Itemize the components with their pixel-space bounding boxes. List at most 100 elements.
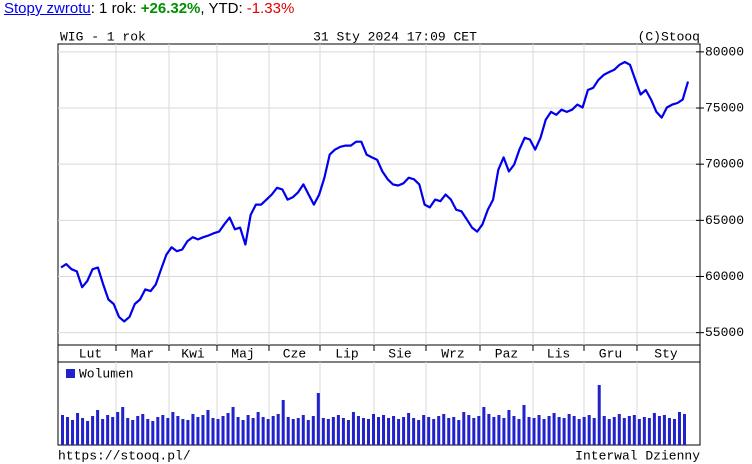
- volume-bar: [351, 412, 355, 445]
- y-tick-label: 60000: [705, 269, 744, 284]
- volume-bar: [482, 407, 486, 445]
- volume-bar: [607, 419, 611, 445]
- price-line: [60, 60, 690, 323]
- volume-bar: [592, 418, 596, 445]
- volume-bar: [121, 407, 125, 445]
- volume-bar: [527, 417, 531, 445]
- volume-bar: [582, 417, 586, 445]
- volume-bar: [397, 419, 401, 445]
- volume-bar: [61, 415, 65, 445]
- volume-bar: [472, 418, 476, 445]
- volume-bar: [196, 417, 200, 445]
- volume-bar: [617, 414, 621, 445]
- volume-bar: [487, 414, 491, 445]
- volume-bar: [291, 419, 295, 445]
- volume-bar: [392, 416, 396, 445]
- volume-bar: [181, 419, 185, 445]
- volume-bar: [96, 410, 100, 445]
- volume-bar: [627, 416, 631, 445]
- volume-bar: [667, 418, 671, 445]
- credit: (C)Stooq: [638, 29, 700, 44]
- volume-bar: [677, 412, 681, 445]
- legend-swatch: [66, 369, 75, 378]
- volume-bar: [71, 420, 75, 445]
- volume-bar: [191, 414, 195, 445]
- volume-bar: [331, 417, 335, 445]
- volume-bar: [66, 417, 70, 445]
- volume-bar: [236, 417, 240, 445]
- volume-bar: [231, 407, 235, 445]
- volume-bar: [502, 418, 506, 445]
- volume-bar: [326, 419, 330, 445]
- volume-bar: [91, 416, 95, 445]
- volume-bar: [366, 419, 370, 445]
- volume-bar: [286, 417, 290, 445]
- value-ytd: -1.33%: [246, 0, 295, 17]
- chart-title: WIG - 1 rok: [60, 29, 146, 44]
- volume-bar: [371, 414, 376, 445]
- volume-bar: [141, 414, 145, 445]
- volume-bar: [281, 400, 285, 445]
- volume-bar: [652, 413, 656, 445]
- volume-bar: [557, 417, 561, 445]
- volume-bar: [412, 418, 416, 445]
- volume-bar: [76, 413, 80, 445]
- label-1y: : 1 rok:: [90, 0, 137, 17]
- volume-bar: [682, 414, 686, 445]
- volume-bar: [86, 421, 90, 445]
- returns-link[interactable]: Stopy zwrotu: [4, 0, 91, 17]
- volume-bar: [166, 418, 170, 445]
- volume-bar: [427, 417, 431, 445]
- volume-bar: [186, 420, 190, 445]
- legend-label: Wolumen: [79, 366, 134, 381]
- y-tick-label: 55000: [705, 325, 744, 340]
- volume-bar: [552, 413, 556, 445]
- volume-bar: [432, 419, 436, 445]
- volume-bar: [637, 419, 641, 445]
- volume-bar: [387, 418, 391, 445]
- volume-bar: [587, 415, 591, 445]
- volume-bar: [542, 419, 546, 445]
- x-tick-label: Maj: [231, 346, 254, 361]
- volume-bar: [567, 414, 571, 445]
- volume-bar: [642, 417, 646, 445]
- volume-bar: [276, 414, 280, 445]
- volume-bar: [547, 416, 551, 445]
- volume-bar: [382, 415, 386, 445]
- x-tick-label: Lut: [79, 346, 102, 361]
- volume-bar: [356, 416, 360, 445]
- volume-bar: [261, 417, 265, 445]
- volume-bar: [321, 418, 325, 445]
- volume-bar: [271, 416, 275, 445]
- volume-bar: [131, 420, 135, 445]
- volume-bar: [301, 415, 305, 445]
- volume-bar: [632, 415, 636, 445]
- volume-bar: [477, 416, 481, 445]
- x-tick-label: Paz: [495, 346, 518, 361]
- volume-bar: [206, 410, 210, 445]
- volume-bar: [452, 417, 456, 445]
- volume-bar: [336, 415, 340, 445]
- volume-bar: [612, 417, 616, 445]
- volume-bar: [537, 415, 541, 445]
- volume-bar: [266, 419, 270, 445]
- volume-bar: [672, 419, 676, 445]
- volume-bar: [447, 418, 451, 445]
- volume-bar: [146, 419, 150, 445]
- volume-bar: [597, 385, 601, 445]
- volume-bar: [512, 416, 516, 445]
- volume-bar: [346, 420, 350, 445]
- volume-bar: [311, 416, 315, 445]
- volume-bar: [176, 416, 180, 445]
- volume-bar: [361, 418, 365, 445]
- volume-bar: [602, 416, 606, 445]
- returns-header: Stopy zwrotu: 1 rok: +26.32%, YTD: -1.33…: [4, 0, 294, 17]
- volume-bar: [562, 418, 566, 445]
- volume-bar: [246, 415, 250, 445]
- y-tick-label: 75000: [705, 100, 744, 115]
- volume-bar: [407, 413, 411, 445]
- x-tick-label: Gru: [599, 346, 622, 361]
- y-tick-label: 65000: [705, 213, 744, 228]
- value-1y: +26.32%: [140, 0, 201, 17]
- footer-interval: Interwal Dzienny: [575, 448, 700, 463]
